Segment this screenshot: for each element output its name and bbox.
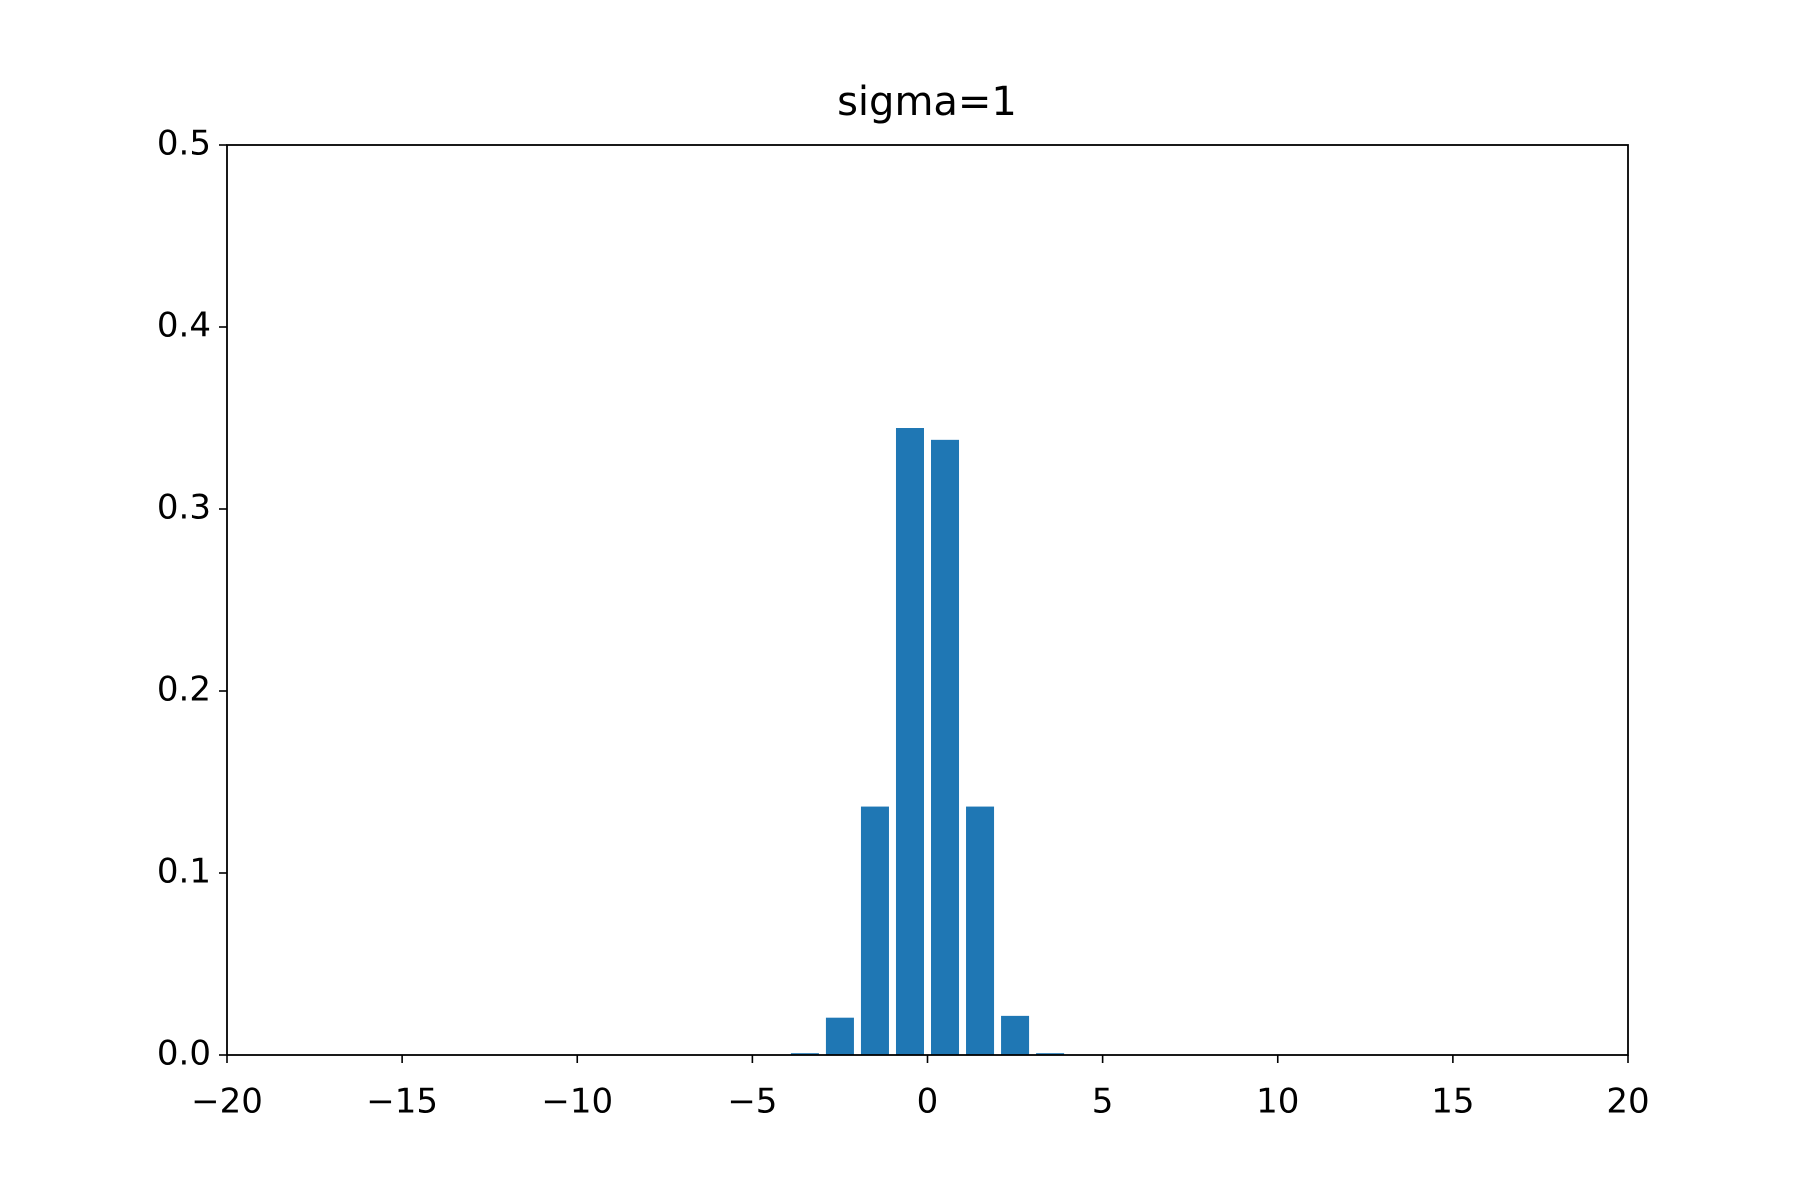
- y-tick-label: 0.0: [157, 1034, 211, 1074]
- bar: [860, 806, 889, 1055]
- y-tick-label: 0.4: [157, 306, 211, 346]
- x-tick-label: 15: [1431, 1082, 1474, 1122]
- x-tick-label: 0: [917, 1082, 939, 1122]
- x-tick-label: 10: [1256, 1082, 1299, 1122]
- y-tick-label: 0.1: [157, 852, 211, 892]
- bar: [931, 439, 960, 1056]
- y-tick-label: 0.3: [157, 488, 211, 528]
- x-tick-label: −20: [191, 1082, 263, 1122]
- x-tick-label: 20: [1606, 1082, 1649, 1122]
- x-tick-label: 5: [1092, 1082, 1114, 1122]
- bar: [825, 1017, 854, 1055]
- plot-frame: [226, 144, 1629, 1056]
- bar: [895, 428, 924, 1055]
- bar: [790, 1053, 819, 1055]
- x-tick-label: −10: [541, 1082, 613, 1122]
- y-tick-label: 0.5: [157, 124, 211, 164]
- bar: [1036, 1053, 1065, 1055]
- chart-title: sigma=1: [837, 79, 1017, 125]
- bar: [1001, 1015, 1030, 1055]
- x-tick-label: −15: [366, 1082, 438, 1122]
- bar: [966, 806, 995, 1055]
- y-tick-label: 0.2: [157, 670, 211, 710]
- x-tick-label: −5: [727, 1082, 777, 1122]
